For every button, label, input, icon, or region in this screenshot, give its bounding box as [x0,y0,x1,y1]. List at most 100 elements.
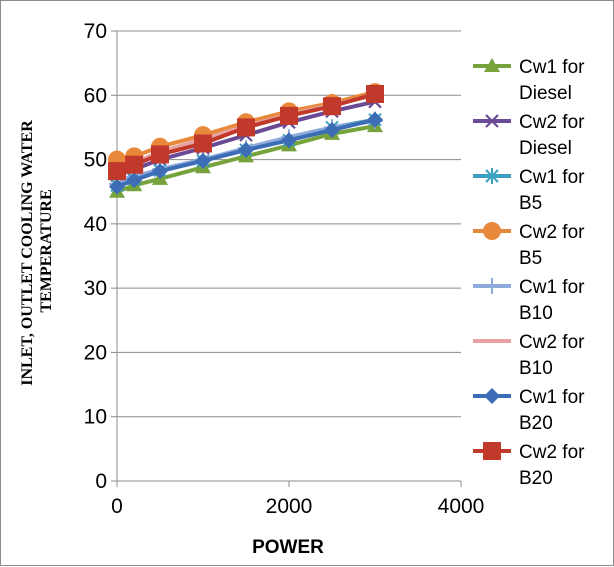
y-tick-label: 0 [95,470,107,493]
data-point [366,85,384,103]
marker-shape [238,141,254,158]
legend-label: Cw1 for B10 [519,277,585,324]
legend-label: Cw1 for Diesel [519,57,585,104]
legend-label-line: Diesel [519,138,572,159]
marker-shape [485,168,499,184]
data-point [151,145,169,164]
legend-label-line: Cw1 for [519,167,585,188]
marker-shape [151,145,169,164]
y-tick-label: 30 [84,277,107,300]
marker-shape [125,155,144,174]
legend-swatch-marker [484,58,500,72]
y-tick-label: 60 [84,84,107,107]
data-point [323,97,341,116]
legend-item: Cw2 for B5 [473,222,585,269]
data-point [108,162,126,181]
legend-label: Cw1 for B5 [519,167,585,214]
marker-shape [483,222,501,240]
marker-shape [323,97,341,116]
legend-item: Cw1 for Diesel [473,57,585,104]
legend-swatch-marker [484,388,500,404]
legend-label-line: Cw1 for [519,57,585,78]
legend-label-line: Cw1 for [519,387,585,408]
data-point [152,163,168,180]
data-point [280,106,298,125]
y-tick-label: 40 [84,213,107,236]
y-tick-label: 70 [84,20,107,43]
marker-shape [108,162,126,181]
marker-shape [367,111,383,128]
x-tick-label: 0 [111,495,123,518]
legend-item: Cw1 for B10 [473,277,585,324]
y-axis-label: INLET, OUTLET COOLING WATER TEMPERATURE [19,116,55,386]
marker-shape [485,114,499,128]
legend-item: Cw1 for B5 [473,167,585,214]
legend-swatch-marker [485,114,499,128]
gridlines [117,30,461,418]
data-point [237,118,255,137]
data-point [125,155,144,174]
marker-shape [195,152,211,169]
legend-label-line: B10 [519,303,553,324]
data-point [109,178,125,195]
marker-shape [484,58,500,72]
marker-shape [152,163,168,180]
x-tick-label: 2000 [266,495,313,518]
legend-item: Cw1 for B20 [473,387,585,434]
legend-item: Cw2 for B20 [473,442,585,489]
legend-label-line: Cw1 for [519,277,585,298]
data-point [126,172,143,189]
marker-shape [484,278,500,294]
legend-label-line: Diesel [519,83,572,104]
data-point [367,111,383,128]
marker-shape [109,178,125,195]
x-tick-label: 4000 [438,495,485,518]
y-axis-label-line: TEMPERATURE [38,189,55,312]
legend-swatch-marker [484,278,500,294]
y-axis-label-line: INLET, OUTLET COOLING WATER [19,120,36,386]
legend-label: Cw2 for B20 [519,442,585,489]
series-cw1-for-b20 [109,111,383,195]
axes: 0 10 20 30 40 50 60 70 0 2000 4000 [84,20,485,518]
marker-shape [237,118,255,137]
marker-shape [280,106,298,125]
data-point [281,132,297,149]
legend-swatch-marker [483,222,501,240]
legend-label: Cw2 for Diesel [519,112,585,159]
marker-shape [126,172,143,189]
marker-shape [281,132,297,149]
legend-label: Cw2 for B10 [519,332,585,379]
legend-item: Cw2 for B10 [473,332,585,379]
marker-shape [366,85,384,103]
legend-swatch-marker [485,168,499,184]
legend-label-line: B20 [519,413,553,434]
legend-label-line: B20 [519,468,553,489]
data-point [194,134,212,153]
legend-label-line: B5 [519,248,542,269]
legend-label: Cw1 for B20 [519,387,585,434]
marker-shape [324,122,340,138]
legend-label: Cw2 for B5 [519,222,585,269]
data-point [238,141,254,158]
marker-shape [483,442,501,460]
marker-shape [194,134,212,153]
legend-swatch-marker [483,442,501,460]
legend-label-line: B10 [519,358,553,379]
data-point [324,122,340,138]
marker-shape [484,388,500,404]
series-cw2-for-b20 [108,85,384,181]
x-axis-label: POWER [252,537,324,558]
series-layer [108,83,384,198]
legend-label-line: Cw2 for [519,222,585,243]
legend-label-line: Cw2 for [519,112,585,133]
legend-label-line: Cw2 for [519,442,585,463]
y-tick-label: 20 [84,341,107,364]
data-point [195,152,211,169]
legend-label-line: B5 [519,193,542,214]
y-tick-label: 10 [84,406,107,429]
y-tick-label: 50 [84,149,107,172]
legend-item: Cw2 for Diesel [473,112,585,159]
